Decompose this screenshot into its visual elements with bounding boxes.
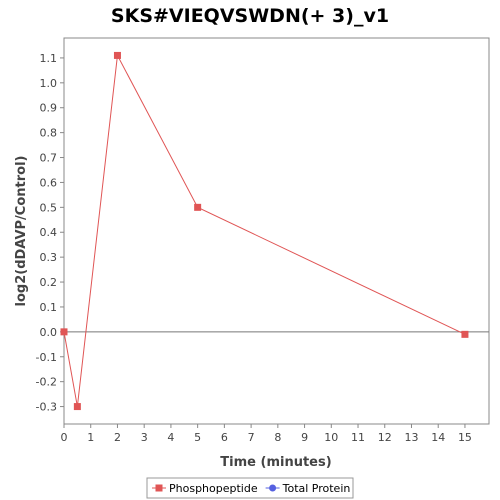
x-tick-label: 4 — [167, 431, 174, 444]
legend-box — [146, 477, 354, 499]
series-layer — [60, 51, 469, 411]
x-tick-label: 2 — [114, 431, 121, 444]
y-axis-ticks: -0.3 -0.2 -0.1 0.0 0.1 0.2 0.3 0.4 0.5 0.6 0.7 0.8 0… — [36, 52, 64, 414]
x-tick-label: 15 — [458, 431, 472, 444]
y-axis-label: log2(dDAVP/Control) — [14, 156, 29, 307]
plot-area — [63, 37, 490, 425]
y-tick-label: 1.1 — [40, 52, 58, 65]
y-tick-label: 0.3 — [40, 251, 58, 264]
data-point — [60, 328, 68, 336]
y-tick-label: 0.4 — [40, 226, 58, 239]
y-tick-label: 1.0 — [40, 77, 58, 90]
x-tick-label: 6 — [221, 431, 228, 444]
legend-marker-circle — [269, 484, 277, 492]
x-tick-label: 14 — [431, 431, 445, 444]
chart-title: SKS#VIEQVSWDN(+ 3)_v1 — [111, 5, 389, 27]
x-tick-label: 0 — [61, 431, 68, 444]
y-tick-label: 0.8 — [40, 127, 58, 140]
y-tick-label: 0.2 — [40, 276, 58, 289]
data-point — [461, 330, 469, 338]
x-tick-label: 13 — [404, 431, 418, 444]
x-tick-label: 5 — [194, 431, 201, 444]
legend-label: Phosphopeptide — [169, 482, 258, 495]
data-point — [73, 403, 81, 411]
y-tick-label: 0.9 — [40, 102, 58, 115]
legend-marker-square — [155, 484, 163, 492]
y-tick-label: 0.7 — [40, 152, 58, 165]
y-tick-label: 0.6 — [40, 176, 58, 189]
y-tick-label: -0.3 — [36, 401, 57, 414]
y-tick-label: 0.0 — [40, 326, 58, 339]
x-tick-label: 11 — [351, 431, 365, 444]
x-tick-label: 10 — [324, 431, 338, 444]
x-tick-label: 1 — [87, 431, 94, 444]
x-tick-label: 9 — [301, 431, 308, 444]
legend-label: Total Protein — [282, 482, 351, 495]
y-tick-label: 0.5 — [40, 201, 58, 214]
y-tick-label: -0.1 — [36, 351, 57, 364]
x-tick-label: 7 — [248, 431, 255, 444]
data-point — [194, 203, 202, 211]
data-point — [113, 51, 121, 59]
y-tick-label: 0.1 — [40, 301, 58, 314]
y-tick-label: -0.2 — [36, 376, 57, 389]
x-axis-ticks: 0 1 2 3 4 5 6 7 8 9 10 11 12 13 14 15 — [61, 424, 472, 444]
legend: Phosphopeptide Total Protein — [146, 477, 354, 499]
x-axis-label: Time (minutes) — [220, 455, 331, 470]
x-tick-label: 8 — [274, 431, 281, 444]
x-tick-label: 3 — [141, 431, 148, 444]
x-tick-label: 12 — [378, 431, 392, 444]
